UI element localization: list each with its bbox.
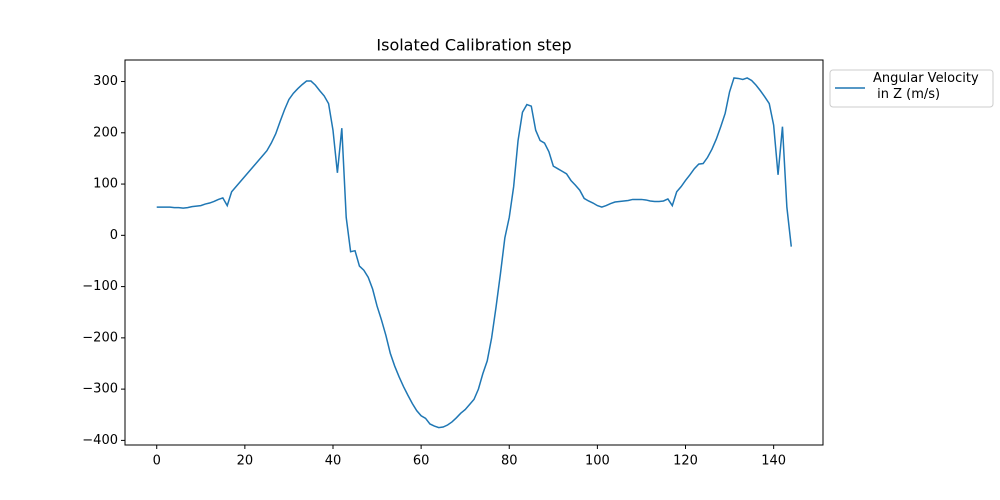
x-tick-label: 60 (413, 454, 430, 469)
chart-title: Isolated Calibration step (376, 36, 571, 55)
data-line (156, 77, 793, 429)
x-tick-label: 80 (501, 454, 518, 469)
x-tick-label: 0 (153, 454, 161, 469)
y-tick-label: −100 (82, 279, 118, 294)
x-tick-label: 40 (325, 454, 342, 469)
x-tick-label: 140 (761, 454, 786, 469)
x-tick-label: 100 (585, 454, 610, 469)
x-tick-label: 120 (673, 454, 698, 469)
y-tick-label: −400 (82, 433, 118, 448)
legend-box (829, 69, 994, 108)
y-tick-label: 200 (93, 125, 118, 140)
x-tick-label: 20 (237, 454, 254, 469)
y-tick-label: 300 (93, 74, 118, 89)
y-tick-label: 0 (110, 228, 118, 243)
y-tick-label: −300 (82, 382, 118, 397)
plot-frame (124, 59, 824, 446)
y-tick-label: 100 (93, 177, 118, 192)
y-tick-label: −200 (82, 330, 118, 345)
legend-label: Angular Velocity in Z (m/s) (873, 71, 979, 102)
